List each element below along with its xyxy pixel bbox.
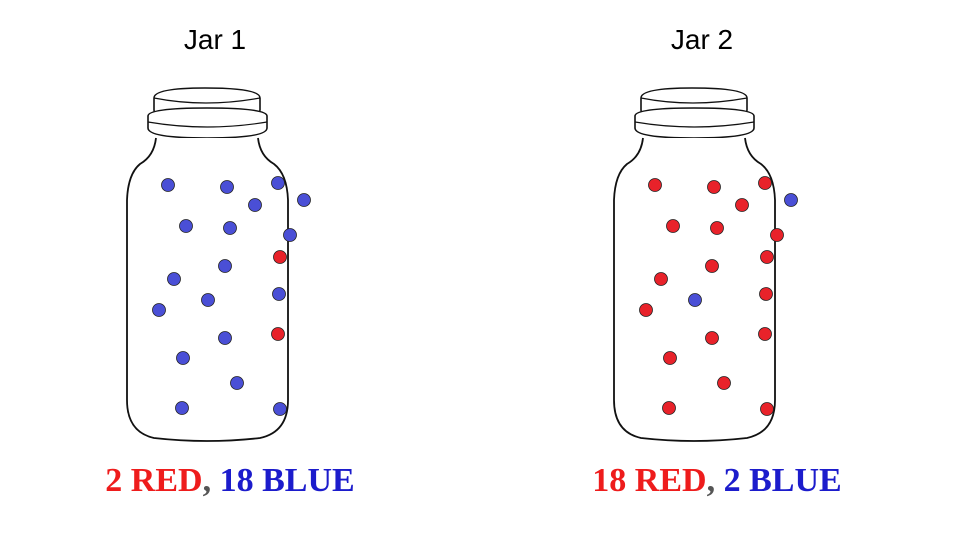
blue-marble — [273, 402, 287, 416]
blue-marble — [272, 287, 286, 301]
red-marble — [666, 219, 680, 233]
blue-marble — [271, 176, 285, 190]
red-marble — [273, 250, 287, 264]
jar-2-separator: , — [706, 462, 716, 499]
red-marble — [717, 376, 731, 390]
jar-1-caption: 2 RED, 18 BLUE — [80, 462, 380, 500]
jar-2-panel: Jar 2 18 RED, 2 BLUE — [577, 0, 877, 540]
jar-2-red-count: 18 RED — [592, 462, 707, 499]
blue-marble — [223, 221, 237, 235]
jar-1-illustration — [126, 87, 311, 442]
blue-marble — [175, 401, 189, 415]
blue-marble — [218, 259, 232, 273]
blue-marble — [230, 376, 244, 390]
jar-2-title: Jar 2 — [670, 24, 734, 55]
lid-rim — [640, 97, 748, 104]
red-marble — [707, 180, 721, 194]
jar-1-separator: , — [202, 462, 212, 499]
red-marble — [735, 198, 749, 212]
blue-marble — [218, 331, 232, 345]
lid-thread — [634, 107, 755, 139]
red-marble — [639, 303, 653, 317]
blue-marble — [167, 272, 181, 286]
red-marble — [760, 250, 774, 264]
lid-thread-line — [634, 121, 755, 128]
red-marble — [770, 228, 784, 242]
blue-marble — [179, 219, 193, 233]
jar-1-blue-count: 18 BLUE — [219, 462, 355, 499]
red-marble — [662, 401, 676, 415]
red-marble — [758, 327, 772, 341]
lid-thread-line — [147, 121, 268, 128]
jar-2-illustration — [613, 87, 798, 442]
red-marble — [758, 176, 772, 190]
jar-1-panel: Jar 1 2 RED, 18 BLUE — [90, 0, 390, 540]
red-marble — [271, 327, 285, 341]
blue-marble — [220, 180, 234, 194]
blue-marble — [152, 303, 166, 317]
blue-marble — [283, 228, 297, 242]
red-marble — [710, 221, 724, 235]
jar-body — [126, 137, 289, 442]
jar-2-caption: 18 RED, 2 BLUE — [567, 462, 867, 500]
red-marble — [705, 259, 719, 273]
blue-marble — [688, 293, 702, 307]
red-marble — [759, 287, 773, 301]
red-marble — [648, 178, 662, 192]
jar-1-title: Jar 1 — [183, 24, 247, 55]
blue-marble — [201, 293, 215, 307]
blue-marble — [161, 178, 175, 192]
jar-2-blue-count: 2 BLUE — [723, 462, 842, 499]
blue-marble — [297, 193, 311, 207]
jar-body — [613, 137, 776, 442]
red-marble — [663, 351, 677, 365]
red-marble — [705, 331, 719, 345]
blue-marble — [248, 198, 262, 212]
jar-1-red-count: 2 RED — [105, 462, 203, 499]
lid-thread — [147, 107, 268, 139]
red-marble — [654, 272, 668, 286]
lid-rim — [153, 97, 261, 104]
blue-marble — [784, 193, 798, 207]
red-marble — [760, 402, 774, 416]
blue-marble — [176, 351, 190, 365]
